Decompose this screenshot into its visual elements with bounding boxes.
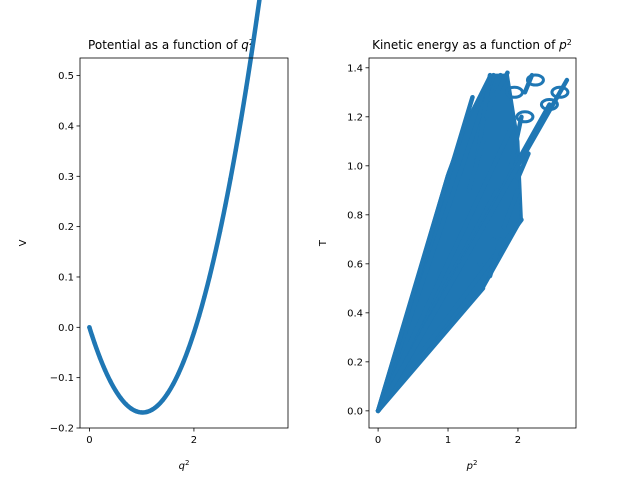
potential-point — [191, 330, 197, 335]
potential-y-ticks: −0.2 −0.1 0.0 0.1 0.2 0.3 0.4 0.5 — [50, 71, 80, 435]
potential-point — [155, 403, 160, 409]
potential-x-tick-label: 0 — [86, 435, 92, 446]
kinetic-trajectory-line — [501, 188, 521, 230]
kinetic-trajectory-line — [494, 70, 510, 95]
kinetic-trajectory-line — [375, 77, 570, 414]
potential-point — [223, 203, 228, 208]
potential-y-tick-label: 0.0 — [58, 323, 74, 334]
kinetic-plot-title: Kinetic energy as a function of p2 — [372, 38, 572, 53]
potential-point — [233, 147, 238, 153]
kinetic-y-tick-label: 1.0 — [347, 161, 363, 172]
potential-point — [202, 294, 207, 300]
potential-point — [186, 345, 191, 351]
potential-point — [243, 85, 249, 91]
kinetic-y-tick-label: 0.4 — [347, 308, 363, 319]
kinetic-y-tick-label: 0.8 — [347, 210, 363, 221]
kinetic-trajectory-line — [375, 126, 514, 414]
potential-x-label: q2 — [179, 459, 190, 472]
potential-point — [97, 355, 103, 360]
potential-x-tick-label: 2 — [191, 435, 197, 446]
potential-point — [123, 402, 129, 407]
potential-point — [207, 274, 212, 279]
kinetic-data-marks — [375, 70, 570, 414]
potential-y-tick-label: 0.3 — [58, 172, 74, 183]
potential-point — [134, 409, 139, 414]
potential-point — [118, 395, 123, 401]
potential-curve — [87, 0, 262, 415]
potential-point — [196, 313, 202, 318]
potential-data-marks — [87, 0, 262, 415]
potential-y-tick-label: −0.2 — [50, 424, 74, 435]
potential-point — [108, 378, 113, 384]
potential-point — [176, 371, 181, 377]
potential-point — [139, 410, 144, 415]
kinetic-y-tick-label: 0.6 — [347, 259, 363, 270]
kinetic-trajectory-line — [477, 237, 496, 267]
potential-point — [165, 390, 170, 396]
potential-point — [149, 407, 155, 412]
kinetic-trajectory-line — [484, 72, 503, 120]
potential-y-tick-label: 0.5 — [58, 71, 74, 82]
kinetic-y-tick-label: 1.4 — [347, 63, 363, 74]
potential-plot-title: Potential as a function of q2 — [88, 38, 254, 53]
potential-y-tick-label: −0.1 — [50, 373, 74, 384]
potential-point — [102, 367, 108, 373]
potential-point — [129, 406, 134, 411]
potential-point — [160, 398, 165, 403]
kinetic-y-ticks: 0.0 0.2 0.4 0.6 0.8 1.0 1.2 1.4 — [347, 63, 369, 417]
kinetic-trajectory-line — [515, 151, 531, 181]
kinetic-x-tick-label: 1 — [445, 435, 451, 446]
kinetic-y-tick-label: 0.2 — [347, 357, 363, 368]
potential-point — [212, 252, 218, 257]
kinetic-plot: Kinetic energy as a function of p2 0 1 2 0… — [318, 38, 577, 472]
potential-point — [144, 409, 150, 415]
potential-point — [228, 176, 233, 181]
potential-y-tick-label: 0.4 — [58, 121, 74, 132]
kinetic-loop — [550, 85, 570, 99]
kinetic-trajectory-line — [375, 72, 496, 414]
potential-y-tick-label: 0.1 — [58, 272, 74, 283]
kinetic-trajectory-line — [487, 237, 503, 279]
potential-point — [89, 333, 95, 338]
kinetic-x-tick-label: 0 — [375, 435, 381, 446]
potential-y-label: V — [18, 239, 29, 246]
potential-point — [254, 17, 259, 22]
kinetic-trajectory-line — [508, 114, 524, 169]
kinetic-loop — [515, 110, 535, 124]
potential-point — [92, 341, 97, 346]
potential-point — [170, 382, 176, 387]
kinetic-y-tick-label: 1.2 — [347, 112, 363, 123]
potential-point — [217, 228, 223, 234]
kinetic-x-tick-label: 2 — [515, 435, 521, 446]
kinetic-loop — [539, 98, 559, 112]
kinetic-trajectory-line — [466, 139, 486, 193]
potential-point — [113, 388, 118, 393]
kinetic-x-ticks: 0 1 2 — [375, 428, 521, 446]
potential-point — [87, 325, 92, 330]
potential-point — [181, 359, 186, 365]
kinetic-y-tick-label: 0.0 — [347, 406, 363, 417]
kinetic-loop — [525, 73, 545, 87]
potential-plot-frame — [79, 57, 289, 429]
potential-point — [238, 117, 244, 123]
kinetic-trajectory-line — [375, 173, 451, 414]
kinetic-loop — [504, 85, 524, 99]
potential-y-tick-label: 0.2 — [58, 222, 74, 233]
kinetic-plot-frame — [368, 57, 577, 429]
kinetic-x-label: p2 — [466, 459, 478, 472]
potential-point — [249, 52, 254, 57]
kinetic-y-label: T — [318, 239, 329, 247]
